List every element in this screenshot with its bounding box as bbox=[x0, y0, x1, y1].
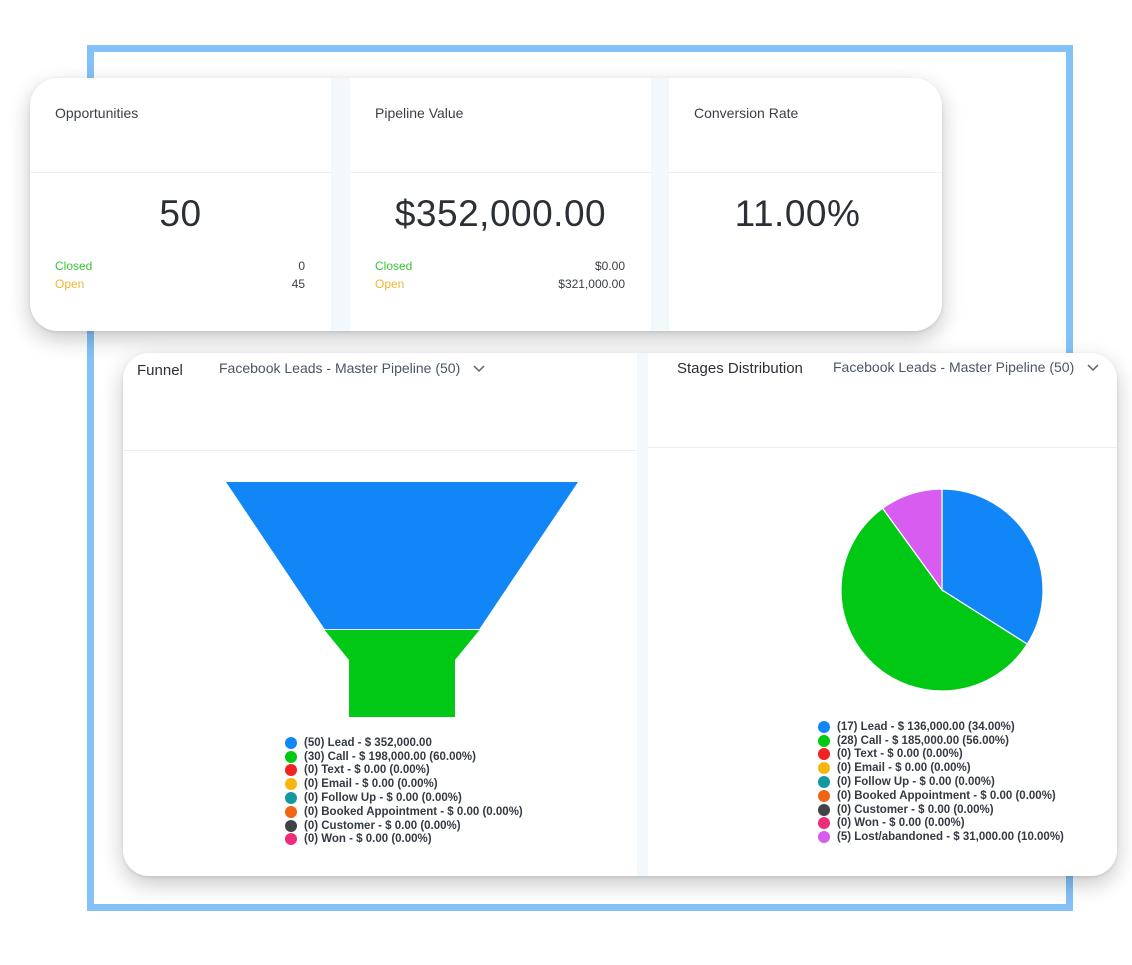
legend-swatch bbox=[285, 736, 297, 749]
legend-swatch bbox=[285, 750, 297, 763]
legend-item[interactable]: (0) Follow Up - $ 0.00 (0.00%) bbox=[285, 791, 523, 805]
legend-label: (30) Call - $ 198,000.00 (60.00%) bbox=[304, 750, 476, 763]
legend-item[interactable]: (0) Booked Appointment - $ 0.00 (0.00%) bbox=[285, 805, 523, 819]
funnel-segment-lead[interactable] bbox=[226, 482, 578, 629]
legend-label: (0) Won - $ 0.00 (0.00%) bbox=[837, 817, 965, 830]
legend-swatch bbox=[285, 805, 297, 818]
legend-swatch bbox=[818, 748, 830, 761]
stages-pipeline-select[interactable]: Facebook Leads - Master Pipeline (50) bbox=[833, 359, 1100, 375]
legend-swatch bbox=[818, 803, 830, 816]
legend-label: (28) Call - $ 185,000.00 (56.00%) bbox=[837, 734, 1009, 747]
legend-item[interactable]: (0) Email - $ 0.00 (0.00%) bbox=[818, 761, 1064, 775]
pie-slice-lost-abandoned[interactable] bbox=[881, 488, 943, 592]
pipeline-select-label: Facebook Leads - Master Pipeline (50) bbox=[833, 359, 1075, 375]
kpi-value: 11.00% bbox=[734, 193, 861, 234]
legend-label: (0) Customer - $ 0.00 (0.00%) bbox=[304, 819, 461, 832]
funnel-panel-header: Funnel Facebook Leads - Master Pipeline … bbox=[123, 353, 637, 451]
kpi-value: 50 bbox=[159, 193, 202, 234]
legend-item[interactable]: (0) Text - $ 0.00 (0.00%) bbox=[285, 764, 523, 778]
funnel-chart bbox=[226, 482, 578, 717]
stages-pie-chart bbox=[840, 488, 1044, 692]
conversion-rate-kpi: Conversion Rate 11.00% bbox=[669, 78, 942, 331]
kpi-open-row: Open 45 bbox=[55, 277, 305, 291]
open-value: 45 bbox=[291, 277, 305, 291]
kpi-title: Conversion Rate bbox=[669, 78, 942, 173]
stages-panel-header: Stages Distribution Facebook Leads - Mas… bbox=[648, 353, 1117, 448]
legend-swatch bbox=[285, 819, 297, 832]
stages-legend: (17) Lead - $ 136,000.00 (34.00%) (28) Ca… bbox=[818, 720, 1064, 844]
legend-swatch bbox=[285, 778, 297, 791]
charts-card: Funnel Facebook Leads - Master Pipeline … bbox=[123, 353, 1117, 876]
legend-swatch bbox=[818, 789, 830, 802]
legend-label: (0) Text - $ 0.00 (0.00%) bbox=[304, 764, 430, 777]
legend-label: (50) Lead - $ 352,000.00 bbox=[304, 736, 432, 749]
funnel-pipeline-select[interactable]: Facebook Leads - Master Pipeline (50) bbox=[219, 360, 486, 376]
legend-label: (0) Won - $ 0.00 (0.00%) bbox=[304, 833, 432, 846]
legend-label: (0) Follow Up - $ 0.00 (0.00%) bbox=[304, 792, 462, 805]
opportunities-kpi: Opportunities 50 Closed 0 Open 45 bbox=[30, 78, 331, 331]
pipeline-select-label: Facebook Leads - Master Pipeline (50) bbox=[219, 360, 461, 376]
legend-swatch bbox=[285, 764, 297, 777]
stages-title: Stages Distribution bbox=[677, 360, 803, 377]
legend-item[interactable]: (28) Call - $ 185,000.00 (56.00%) bbox=[818, 734, 1064, 748]
legend-swatch bbox=[818, 734, 830, 747]
legend-swatch bbox=[818, 776, 830, 789]
kpi-closed-row: Closed 0 bbox=[55, 259, 305, 273]
funnel-legend: (50) Lead - $ 352,000.00 (30) Call - $ 19… bbox=[285, 736, 523, 846]
kpi-closed-row: Closed $0.00 bbox=[375, 259, 625, 273]
funnel-title: Funnel bbox=[137, 362, 183, 379]
kpi-summary-card: Opportunities 50 Closed 0 Open 45 Pipeli… bbox=[30, 78, 942, 331]
legend-label: (0) Booked Appointment - $ 0.00 (0.00%) bbox=[304, 805, 523, 818]
legend-swatch bbox=[818, 720, 830, 733]
legend-item[interactable]: (0) Customer - $ 0.00 (0.00%) bbox=[818, 803, 1064, 817]
legend-item[interactable]: (0) Booked Appointment - $ 0.00 (0.00%) bbox=[818, 789, 1064, 803]
legend-swatch bbox=[285, 792, 297, 805]
closed-value: $0.00 bbox=[594, 259, 625, 273]
kpi-open-row: Open $321,000.00 bbox=[375, 277, 625, 291]
closed-value: 0 bbox=[298, 259, 305, 273]
legend-label: (0) Booked Appointment - $ 0.00 (0.00%) bbox=[837, 789, 1056, 802]
legend-label: (0) Text - $ 0.00 (0.00%) bbox=[837, 748, 963, 761]
legend-item[interactable]: (0) Text - $ 0.00 (0.00%) bbox=[818, 748, 1064, 762]
kpi-value: $352,000.00 bbox=[394, 193, 607, 234]
kpi-title: Opportunities bbox=[30, 78, 331, 173]
open-label: Open bbox=[375, 277, 405, 291]
legend-item[interactable]: (0) Won - $ 0.00 (0.00%) bbox=[818, 817, 1064, 831]
legend-item[interactable]: (30) Call - $ 198,000.00 (60.00%) bbox=[285, 750, 523, 764]
legend-label: (17) Lead - $ 136,000.00 (34.00%) bbox=[837, 720, 1015, 733]
legend-item[interactable]: (5) Lost/abandoned - $ 31,000.00 (10.00%… bbox=[818, 830, 1064, 844]
stages-panel: Stages Distribution Facebook Leads - Mas… bbox=[648, 353, 1117, 876]
legend-swatch bbox=[818, 831, 830, 844]
kpi-title: Pipeline Value bbox=[350, 78, 651, 173]
pipeline-value-kpi: Pipeline Value $352,000.00 Closed $0.00 … bbox=[350, 78, 651, 331]
legend-label: (0) Customer - $ 0.00 (0.00%) bbox=[837, 803, 994, 816]
closed-label: Closed bbox=[55, 259, 93, 273]
pie-slice-call[interactable] bbox=[840, 507, 1029, 692]
open-label: Open bbox=[55, 277, 85, 291]
legend-item[interactable]: (0) Won - $ 0.00 (0.00%) bbox=[285, 833, 523, 847]
legend-item[interactable]: (0) Email - $ 0.00 (0.00%) bbox=[285, 777, 523, 791]
legend-item[interactable]: (50) Lead - $ 352,000.00 bbox=[285, 736, 523, 750]
legend-label: (5) Lost/abandoned - $ 31,000.00 (10.00%… bbox=[837, 831, 1064, 844]
funnel-panel: Funnel Facebook Leads - Master Pipeline … bbox=[123, 353, 637, 876]
legend-swatch bbox=[818, 817, 830, 830]
legend-label: (0) Email - $ 0.00 (0.00%) bbox=[304, 778, 438, 791]
legend-swatch bbox=[818, 762, 830, 775]
open-value: $321,000.00 bbox=[558, 277, 625, 291]
chevron-down-icon bbox=[473, 365, 485, 373]
legend-item[interactable]: (0) Follow Up - $ 0.00 (0.00%) bbox=[818, 775, 1064, 789]
chevron-down-icon bbox=[1087, 364, 1099, 372]
legend-swatch bbox=[285, 833, 297, 846]
legend-item[interactable]: (0) Customer - $ 0.00 (0.00%) bbox=[285, 819, 523, 833]
funnel-segment-call[interactable] bbox=[324, 630, 480, 717]
legend-item[interactable]: (17) Lead - $ 136,000.00 (34.00%) bbox=[818, 720, 1064, 734]
legend-label: (0) Email - $ 0.00 (0.00%) bbox=[837, 762, 971, 775]
closed-label: Closed bbox=[375, 259, 413, 273]
legend-label: (0) Follow Up - $ 0.00 (0.00%) bbox=[837, 776, 995, 789]
